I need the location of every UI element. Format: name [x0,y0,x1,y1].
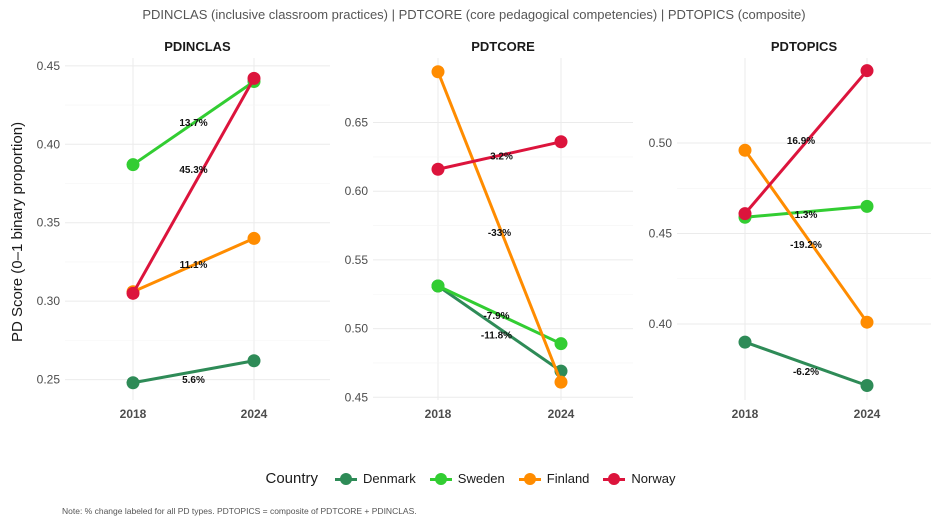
data-point-sweden-2024 [860,199,874,213]
x-tick-label-2018: 2018 [732,407,759,421]
legend-key-norway [603,472,626,486]
data-point-norway-2018 [126,286,140,300]
data-point-norway-2018 [738,207,752,221]
y-tick-label: 0.50 [649,136,673,150]
panel-pdtcore: 0.45 0.50 0.55 0.60 0.65 2018 2024 PDTCORE -11.8… [345,39,633,421]
y-tick-label: 0.40 [649,317,673,331]
series-line-finland [743,149,869,324]
x-tick-label-2024: 2024 [854,407,881,421]
y-tick-label: 0.55 [345,253,369,267]
y-tick-label: 0.40 [37,137,61,151]
y-tick-label: 0.50 [345,322,369,336]
y-tick-label: 0.25 [37,373,61,387]
legend-item-finland: Finland [518,471,590,486]
pct-change-label-finland: 11.1% [180,260,208,271]
data-point-norway-2024 [247,71,261,85]
pct-change-label-finland: -19.2% [790,240,822,251]
data-point-denmark-2018 [738,335,752,349]
data-point-denmark-2024 [860,379,874,393]
pct-change-label-sweden: 13.7% [179,118,207,129]
series-line-sweden [132,80,255,166]
data-point-finland-2024 [860,315,874,329]
x-tick-label-2024: 2024 [548,407,575,421]
data-point-finland-2024 [247,231,261,245]
legend: Country Denmark Sweden Finland Norway [0,470,948,487]
data-point-finland-2018 [738,143,752,157]
y-tick-label: 0.45 [649,227,673,241]
pct-change-label-norway: 3.2% [490,152,513,163]
y-tick-label: 0.45 [345,390,369,404]
data-point-norway-2024 [860,64,874,78]
y-axis-title: PD Score (0–1 binary proportion) [9,122,26,342]
data-point-sweden-2018 [126,158,140,172]
legend-item-denmark: Denmark [335,471,416,486]
panel-title: PDTCORE [471,39,535,54]
y-tick-label: 0.60 [345,184,369,198]
series-line-finland [436,71,563,383]
pct-change-label-denmark: 5.6% [182,375,205,386]
data-point-sweden-2024 [554,337,568,351]
pct-change-label-sweden: -7.9% [483,311,509,322]
panel-title: PDINCLAS [164,39,231,54]
legend-key-finland [518,472,541,486]
data-point-denmark-2018 [126,376,140,390]
series-line-norway [131,77,256,295]
legend-label: Denmark [363,471,416,486]
legend-title: Country [265,470,319,487]
pct-change-label-norway: 16.9% [787,136,815,147]
series-line-denmark [744,340,868,387]
pct-change-label-finland: -33% [488,228,511,239]
legend-key-sweden [429,472,452,486]
pct-change-label-sweden: 1.3% [795,210,818,221]
legend-label: Sweden [457,471,505,486]
pct-change-label-denmark: -6.2% [793,367,819,378]
chart-title: PDINCLAS (inclusive classroom practices)… [142,7,806,22]
legend-item-sweden: Sweden [429,471,505,486]
panel-pdtopics: 0.40 0.45 0.50 2018 2024 PDTOPICS -6.2% 1.3% -19… [649,39,931,421]
panel-title: PDTOPICS [771,39,838,54]
x-tick-label-2018: 2018 [425,407,452,421]
legend-label: Norway [631,471,676,486]
series-line-finland [132,237,255,294]
y-tick-label: 0.30 [37,294,61,308]
data-point-finland-2024 [554,375,568,389]
data-point-finland-2018 [431,65,445,79]
data-point-norway-2018 [431,162,445,176]
y-tick-label: 0.35 [37,216,61,230]
x-tick-label-2018: 2018 [120,407,147,421]
series-line-denmark [132,359,255,385]
pct-change-label-norway: 45.3% [179,165,207,176]
y-tick-label: 0.65 [345,116,369,130]
legend-item-norway: Norway [603,471,675,486]
legend-key-denmark [335,472,358,486]
panel-pdinclas: 0.25 0.30 0.35 0.40 0.45 2018 2024 PDINCLAS 5.6%… [37,39,330,421]
y-tick-label: 0.45 [37,59,61,73]
series-line-norway [743,69,869,215]
data-point-denmark-2024 [247,354,261,368]
data-point-norway-2024 [554,135,568,149]
caption-note: Note: % change labeled for all PD types.… [62,506,417,516]
chart-area: PD Score (0–1 binary proportion) 0.25 0.30… [9,39,931,421]
legend-label: Finland [546,471,590,486]
x-tick-label-2024: 2024 [241,407,268,421]
series-line-sweden [744,204,868,219]
series-line-norway [437,140,562,171]
data-point-sweden-2018 [431,279,445,293]
pct-change-label-denmark: -11.8% [481,331,512,342]
series-line-denmark [437,284,562,373]
